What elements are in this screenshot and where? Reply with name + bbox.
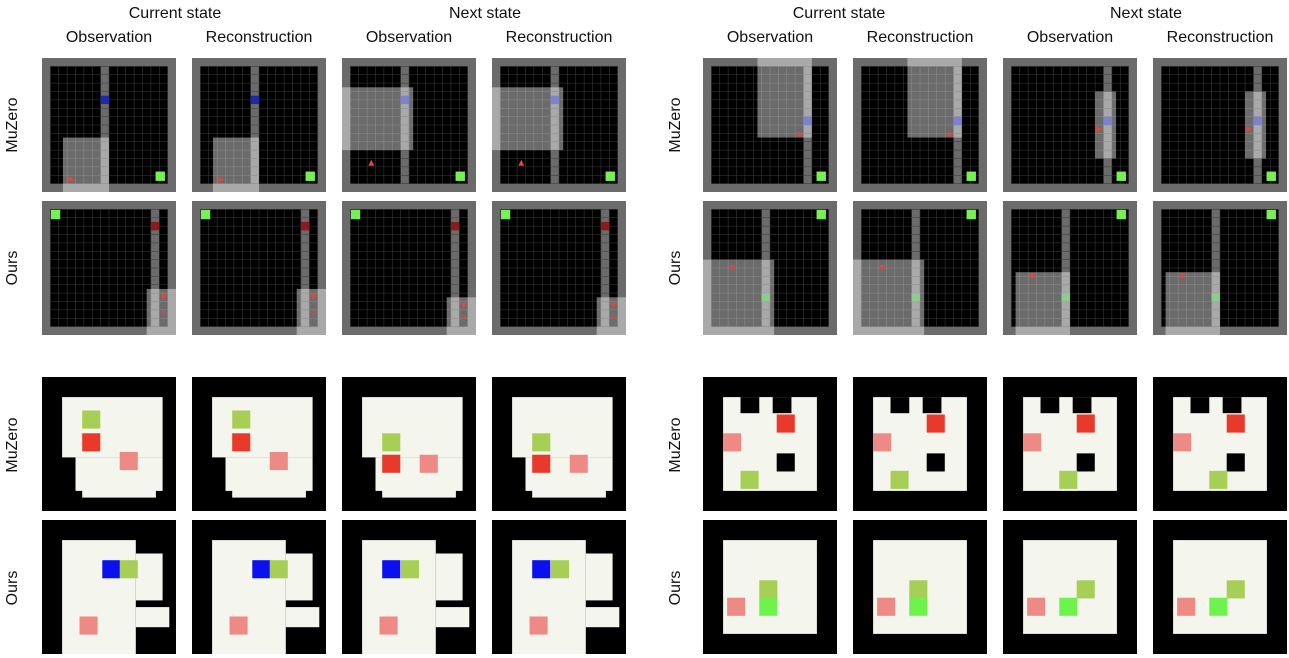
sokoban-muzero-left-next-observation — [342, 377, 476, 511]
sokoban-ours-right-next-observation — [1003, 520, 1137, 654]
gridworld-muzero-left-next-observation — [342, 58, 476, 192]
header-next-state-left: Next state — [448, 5, 522, 22]
header-next-state-right: Next state — [1109, 5, 1183, 22]
row-label-ours: Ours — [667, 250, 684, 286]
sokoban-ours-right-reconstruction — [853, 520, 987, 654]
gridworld-ours-left-next-observation — [342, 201, 476, 335]
row-label-muzero: MuZero — [667, 417, 684, 473]
gridworld-ours-left-observation — [42, 201, 176, 335]
header-reconstruction: Reconstruction — [205, 29, 313, 46]
gridworld-ours-right-next-observation — [1003, 201, 1137, 335]
gridworld-muzero-left-next-reconstruction — [492, 58, 626, 192]
sokoban-ours-left-next-reconstruction — [492, 520, 626, 654]
gridworld-muzero-right-reconstruction — [853, 58, 987, 192]
row-label-muzero: MuZero — [4, 417, 21, 473]
row-label-muzero: MuZero — [4, 97, 21, 153]
gridworld-ours-right-observation — [703, 201, 837, 335]
gridworld-muzero-right-next-reconstruction — [1153, 58, 1287, 192]
sokoban-muzero-left-observation — [42, 377, 176, 511]
header-reconstruction: Reconstruction — [505, 29, 613, 46]
gridworld-muzero-right-next-observation — [1003, 58, 1137, 192]
sokoban-muzero-right-next-observation — [1003, 377, 1137, 511]
header-observation: Observation — [65, 29, 153, 46]
sokoban-muzero-left-reconstruction — [192, 377, 326, 511]
gridworld-ours-left-reconstruction — [192, 201, 326, 335]
sokoban-ours-left-reconstruction — [192, 520, 326, 654]
header-current-state-right: Current state — [792, 5, 886, 22]
header-observation: Observation — [726, 29, 814, 46]
sokoban-muzero-right-reconstruction — [853, 377, 987, 511]
header-observation: Observation — [365, 29, 453, 46]
sokoban-ours-right-observation — [703, 520, 837, 654]
gridworld-muzero-left-observation — [42, 58, 176, 192]
row-label-muzero: MuZero — [667, 97, 684, 153]
header-current-state-left: Current state — [128, 5, 222, 22]
sokoban-muzero-left-next-reconstruction — [492, 377, 626, 511]
sokoban-muzero-right-observation — [703, 377, 837, 511]
gridworld-muzero-left-reconstruction — [192, 58, 326, 192]
sokoban-ours-right-next-reconstruction — [1153, 520, 1287, 654]
header-reconstruction: Reconstruction — [1166, 29, 1274, 46]
header-observation: Observation — [1026, 29, 1114, 46]
gridworld-ours-left-next-reconstruction — [492, 201, 626, 335]
row-label-ours: Ours — [667, 570, 684, 606]
gridworld-ours-right-reconstruction — [853, 201, 987, 335]
row-label-ours: Ours — [4, 250, 21, 286]
sokoban-muzero-right-next-reconstruction — [1153, 377, 1287, 511]
row-label-ours: Ours — [4, 570, 21, 606]
sokoban-ours-left-next-observation — [342, 520, 476, 654]
gridworld-ours-right-next-reconstruction — [1153, 201, 1287, 335]
header-reconstruction: Reconstruction — [866, 29, 974, 46]
sokoban-ours-left-observation — [42, 520, 176, 654]
gridworld-muzero-right-observation — [703, 58, 837, 192]
